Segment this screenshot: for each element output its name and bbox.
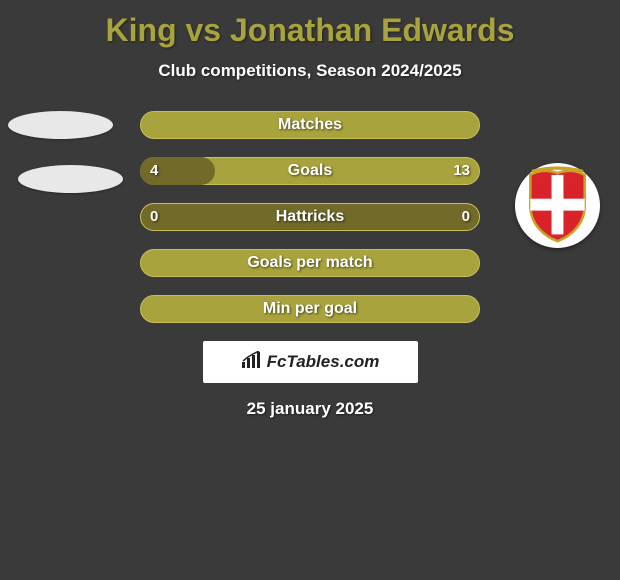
stat-row: Hattricks0 0	[0, 203, 620, 231]
bar-left-value: 0	[150, 203, 158, 231]
stat-row: Matches	[0, 111, 620, 139]
chart-icon	[241, 351, 263, 374]
date-label: 25 january 2025	[0, 399, 620, 419]
subtitle: Club competitions, Season 2024/2025	[0, 61, 620, 81]
bar-left-value: 4	[150, 157, 158, 185]
bar-label: Hattricks	[140, 203, 480, 231]
stat-row: Goals4 13	[0, 157, 620, 185]
comparison-bars: Matches Goals4 13 Hattricks0 0 Goals per matc…	[0, 111, 620, 323]
stat-row: Min per goal	[0, 295, 620, 323]
bar-right-value: 13	[453, 157, 470, 185]
source-logo: FcTables.com	[203, 341, 418, 383]
source-logo-text: FcTables.com	[267, 352, 380, 372]
stat-row: Goals per match	[0, 249, 620, 277]
bar-label: Goals per match	[140, 249, 480, 277]
bar-right-value: 0	[462, 203, 470, 231]
bar-label: Goals	[140, 157, 480, 185]
page-title: King vs Jonathan Edwards	[0, 0, 620, 49]
bar-label: Matches	[140, 111, 480, 139]
bar-label: Min per goal	[140, 295, 480, 323]
